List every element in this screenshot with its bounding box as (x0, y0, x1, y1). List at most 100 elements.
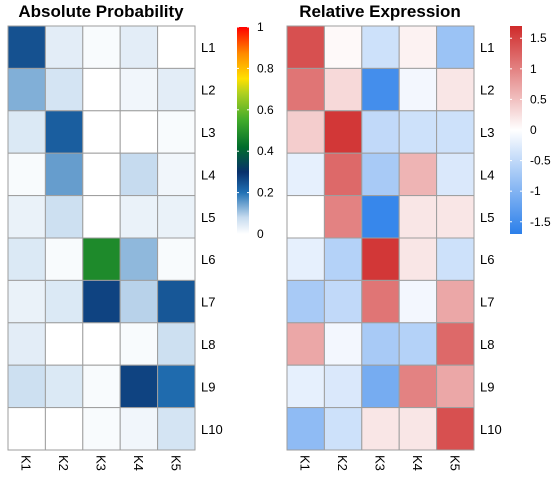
heatmap-cell (436, 195, 475, 239)
heatmap-cell (7, 25, 46, 69)
heatmap-cell (398, 407, 438, 451)
column-label: K5 (168, 455, 183, 471)
heatmap-cell (361, 195, 400, 239)
heatmap-cell (7, 195, 46, 239)
row-label: L6 (480, 252, 494, 267)
heatmap-cell (119, 195, 159, 239)
heatmap-cell (398, 279, 438, 324)
heatmap-cell (436, 67, 475, 112)
heatmap-cell (398, 322, 438, 366)
heatmap-cell (286, 237, 325, 281)
heatmap-cell (7, 407, 46, 451)
heatmap-cell (323, 364, 363, 409)
heatmap-cell (44, 67, 84, 112)
heatmap-cell (436, 322, 475, 366)
heatmap-cell (119, 322, 159, 366)
heatmap-cell (82, 237, 121, 281)
heatmap-cell (398, 195, 438, 239)
heatmap-cell (323, 110, 363, 154)
heatmap-border (7, 25, 196, 451)
colorbar-tick-label: 0 (257, 227, 264, 241)
heatmap-cell (361, 67, 400, 112)
heatmap-cell (44, 407, 84, 451)
heatmap-cell (7, 237, 46, 281)
heatmap-cell (361, 237, 400, 281)
row-label: L1 (201, 40, 215, 55)
row-label: L6 (201, 252, 215, 267)
heatmap-cell (323, 152, 363, 197)
colorbar-tick-label: 1 (257, 20, 264, 34)
heatmap-cell (323, 407, 363, 451)
row-label: L5 (201, 210, 215, 225)
row-label: L3 (480, 125, 494, 140)
heatmap-cell (157, 25, 196, 69)
column-label: K5 (447, 455, 462, 471)
heatmap-cell (7, 279, 46, 324)
heatmap-cell (119, 110, 159, 154)
column-label: K4 (131, 455, 146, 471)
column-label: K1 (298, 455, 313, 471)
heatmap-cell (436, 25, 475, 69)
heatmap-cell (286, 67, 325, 112)
heatmap-cell (361, 407, 400, 451)
heatmap-cell (82, 407, 121, 451)
heatmap-cell (82, 67, 121, 112)
heatmap-cell (436, 407, 475, 451)
column-label: K2 (335, 455, 350, 471)
heatmap-cell (436, 152, 475, 197)
heatmap-cell (323, 195, 363, 239)
heatmap-cell (44, 364, 84, 409)
column-label: K3 (94, 455, 109, 471)
colorbar-tick-label: 0.8 (257, 61, 274, 75)
colorbar-tick-label: -1 (530, 184, 541, 198)
row-label: L8 (480, 337, 494, 352)
heatmap-cell (157, 279, 196, 324)
colorbar-tick-label: 0.4 (257, 144, 274, 158)
colorbar (510, 26, 522, 234)
heatmap-cell (157, 152, 196, 197)
heatmap-cell (119, 25, 159, 69)
column-label: K2 (56, 455, 71, 471)
row-label: L8 (201, 337, 215, 352)
heatmap-cell (119, 407, 159, 451)
heatmap-cell (323, 25, 363, 69)
row-label: L2 (201, 83, 215, 98)
heatmap-cell (7, 152, 46, 197)
colorbar-tick-label: 0.2 (257, 186, 274, 200)
column-label: K3 (373, 455, 388, 471)
colorbar-tick-label: 0.6 (257, 103, 274, 117)
heatmap-cell (323, 67, 363, 112)
heatmap-cell (436, 364, 475, 409)
absolute-probability-panel: Absolute Probability L1 L2 L3 L4 L5 L6 L7 L8 L9 L1… (7, 2, 274, 471)
heatmap-cell (286, 195, 325, 239)
relative-expression-panel: Relative Expression L1 L2 L3 L4 L5 L6 L7 L8 L9 L10… (286, 2, 551, 471)
row-label: L9 (201, 379, 215, 394)
heatmap-cell (157, 195, 196, 239)
column-label: K4 (410, 455, 425, 471)
heatmap-cell (157, 364, 196, 409)
heatmap-cell (44, 110, 84, 154)
heatmap-cell (398, 67, 438, 112)
row-label: L2 (480, 83, 494, 98)
heatmap-cell (44, 195, 84, 239)
heatmap-cell (361, 322, 400, 366)
chart-title: Relative Expression (299, 2, 461, 21)
heatmap-cell (7, 364, 46, 409)
heatmap-cell (44, 152, 84, 197)
heatmap-cell (157, 110, 196, 154)
heatmap-cell (7, 67, 46, 112)
heatmap-cell (44, 25, 84, 69)
heatmap-cell (119, 279, 159, 324)
heatmap-cell (398, 110, 438, 154)
heatmap-cell (82, 364, 121, 409)
heatmap-border (286, 25, 475, 451)
heatmap-cell (286, 152, 325, 197)
heatmap-cell (7, 110, 46, 154)
heatmap-cell (323, 322, 363, 366)
heatmap-cell (82, 322, 121, 366)
heatmap-cell (82, 195, 121, 239)
row-label: L1 (480, 40, 494, 55)
heatmap-cell (361, 279, 400, 324)
heatmap-cell (157, 237, 196, 281)
row-label: L7 (480, 295, 494, 310)
